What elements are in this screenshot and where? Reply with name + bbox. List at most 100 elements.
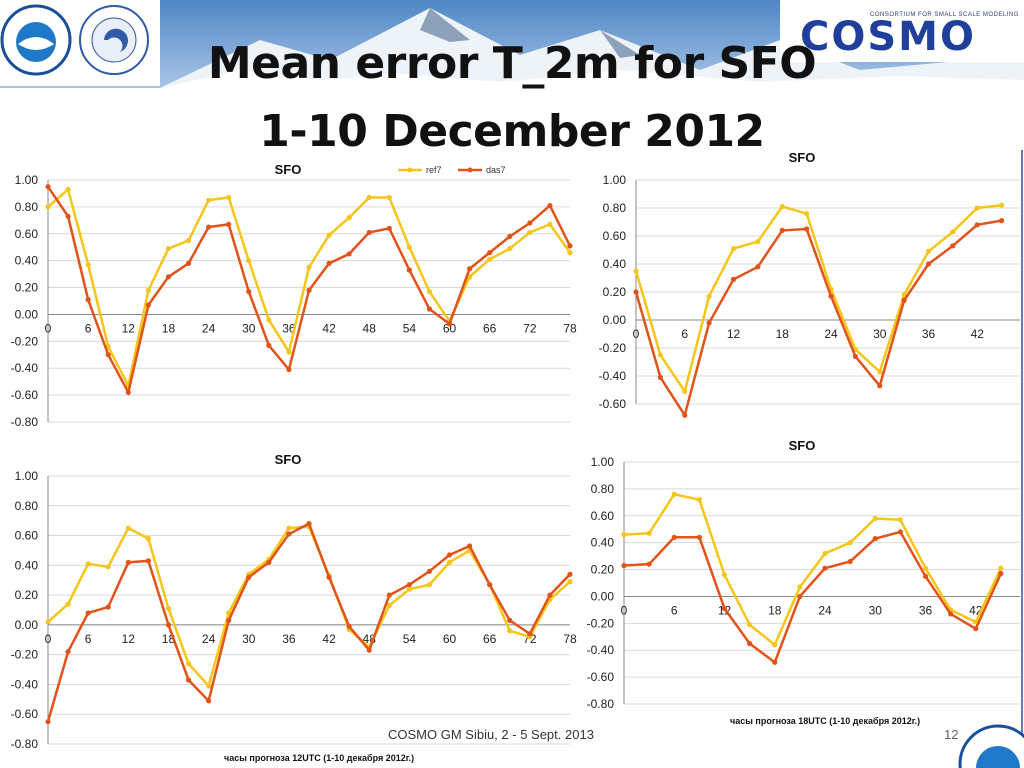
data-point-ref7 [165, 245, 172, 252]
data-point-das7 [426, 568, 433, 574]
data-point-ref7 [547, 221, 553, 227]
data-point-ref7 [145, 535, 151, 542]
y-tick-label: 1.00 [15, 173, 39, 187]
data-point-das7 [671, 534, 677, 540]
data-point-ref7 [877, 369, 883, 375]
y-tick-label: 0.20 [15, 281, 39, 295]
x-tick-label: 30 [242, 321, 256, 335]
right-edge-line [1021, 150, 1023, 750]
data-point-ref7 [999, 202, 1005, 208]
series-line-ref7 [47, 525, 571, 689]
data-point-ref7 [747, 622, 753, 628]
y-tick-label: -0.80 [11, 737, 39, 751]
data-point-ref7 [65, 186, 71, 193]
data-point-das7 [105, 352, 111, 358]
data-point-das7 [872, 536, 878, 542]
data-point-das7 [165, 622, 172, 628]
data-point-das7 [772, 659, 778, 665]
x-tick-label: 36 [919, 603, 933, 617]
data-point-das7 [185, 260, 192, 266]
y-tick-label: 0.40 [603, 257, 627, 271]
data-point-das7 [621, 562, 627, 569]
data-point-das7 [326, 574, 332, 580]
y-tick-label: 0.20 [591, 563, 615, 577]
data-point-das7 [406, 267, 412, 273]
data-point-das7 [998, 570, 1004, 577]
data-point-das7 [779, 227, 785, 233]
data-point-ref7 [897, 517, 903, 523]
x-tick-label: 54 [403, 632, 417, 646]
data-point-das7 [922, 573, 929, 579]
y-tick-label: 0.80 [15, 200, 39, 214]
x-tick-label: 6 [85, 321, 92, 335]
data-point-das7 [366, 229, 372, 236]
data-point-ref7 [706, 293, 712, 299]
y-tick-label: 0.00 [591, 589, 615, 603]
x-tick-label: 30 [242, 632, 256, 646]
x-tick-label: 12 [122, 321, 136, 335]
data-point-ref7 [226, 194, 232, 201]
y-tick-label: -0.60 [11, 707, 39, 721]
data-point-das7 [696, 534, 702, 540]
data-point-das7 [567, 571, 573, 577]
data-point-ref7 [872, 515, 878, 522]
y-tick-label: 1.00 [15, 469, 39, 483]
data-point-das7 [286, 531, 292, 537]
y-tick-label: -0.40 [587, 643, 615, 657]
y-tick-label: 1.00 [603, 173, 627, 187]
data-point-das7 [901, 297, 907, 303]
logos-left-area [0, 0, 160, 86]
data-point-das7 [306, 521, 312, 527]
data-point-das7 [507, 617, 513, 624]
y-tick-label: 0.00 [15, 618, 39, 632]
data-point-das7 [847, 558, 853, 565]
data-point-ref7 [797, 584, 803, 590]
data-point-ref7 [633, 268, 639, 274]
data-point-das7 [755, 264, 761, 270]
x-tick-label: 6 [681, 327, 688, 341]
x-tick-label: 12 [122, 632, 136, 646]
chart-top-right: -0.60 -0.40 -0.20 0.00 0.20 0.40 0.60 0.80 1.00 0… [599, 150, 1020, 419]
data-point-ref7 [487, 256, 493, 262]
data-point-ref7 [646, 530, 652, 536]
data-point-das7 [45, 184, 51, 190]
data-point-das7 [45, 719, 51, 725]
roshydromet-seal-icon [950, 712, 1024, 768]
y-tick-label: 0.00 [15, 307, 39, 321]
series-line-das7 [46, 521, 571, 723]
data-point-das7 [721, 605, 728, 612]
data-point-das7 [65, 213, 71, 219]
data-point-ref7 [507, 245, 513, 252]
data-point-das7 [266, 342, 272, 348]
data-point-ref7 [326, 232, 332, 238]
data-point-das7 [999, 218, 1005, 224]
data-point-ref7 [406, 586, 412, 592]
data-point-ref7 [206, 683, 212, 689]
data-point-ref7 [507, 628, 513, 634]
data-point-ref7 [772, 642, 778, 648]
data-point-ref7 [206, 197, 212, 203]
data-point-das7 [974, 222, 980, 228]
y-tick-label: -0.20 [599, 341, 627, 355]
data-point-ref7 [85, 561, 91, 567]
data-point-das7 [730, 276, 737, 282]
data-point-das7 [206, 698, 212, 704]
x-tick-label: 42 [971, 327, 985, 341]
data-point-das7 [822, 565, 828, 571]
data-point-das7 [567, 243, 573, 249]
x-tick-label: 6 [85, 632, 92, 646]
data-point-das7 [286, 366, 292, 373]
x-tick-label: 30 [869, 603, 883, 617]
data-point-das7 [406, 582, 412, 588]
data-point-das7 [646, 561, 652, 567]
series-line-das7 [634, 219, 1002, 419]
data-point-das7 [682, 412, 688, 418]
data-point-ref7 [567, 579, 573, 585]
x-tick-label: 48 [363, 321, 377, 335]
y-tick-label: 1.00 [591, 455, 615, 469]
data-point-ref7 [125, 525, 131, 531]
caption-bottom-right: часы прогноза 18UTC (1-10 декабря 2012г.… [730, 716, 921, 726]
data-point-das7 [85, 297, 91, 303]
data-point-ref7 [426, 288, 433, 295]
data-point-das7 [467, 266, 473, 272]
